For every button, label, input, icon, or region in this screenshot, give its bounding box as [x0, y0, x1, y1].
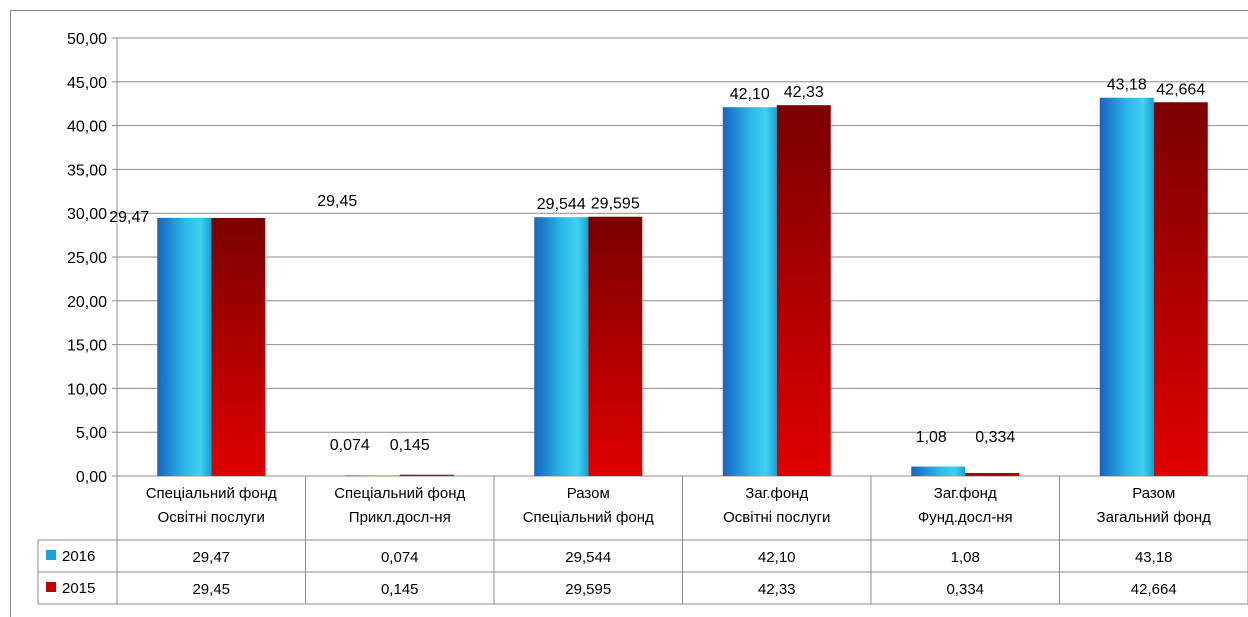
category-label: Заг.фонд: [934, 485, 997, 502]
bar-2015: [399, 474, 454, 476]
table-cell-2016: 43,18: [1135, 549, 1173, 566]
bar-2016: [534, 217, 589, 476]
y-tick-label: 15,00: [67, 338, 107, 355]
y-tick-label: 20,00: [67, 294, 107, 311]
bar-2015: [1153, 102, 1208, 476]
table-cell-2015: 42,33: [758, 581, 796, 598]
bar-2016: [345, 475, 400, 476]
bar-2016: [157, 217, 212, 476]
y-tick-label: 5,00: [76, 425, 107, 442]
category-label: Прикл.досл-ня: [349, 509, 451, 526]
data-label-2015: 42,33: [784, 84, 824, 101]
category-label: Загальний фонд: [1097, 509, 1212, 526]
data-label-2015: 0,334: [975, 429, 1015, 446]
y-tick-label: 30,00: [67, 206, 107, 223]
y-tick-label: 45,00: [67, 75, 107, 92]
category-label: Фунд.досл-ня: [918, 509, 1013, 526]
bar-2015: [965, 473, 1020, 476]
category-label: Спеціальний фонд: [146, 485, 277, 502]
data-label-2016: 0,074: [330, 437, 370, 454]
legend-key-2016: [46, 550, 56, 560]
table-cell-2016: 1,08: [951, 549, 980, 566]
category-label: Спеціальний фонд: [334, 485, 465, 502]
table-cell-2016: 42,10: [758, 549, 796, 566]
y-tick-label: 35,00: [67, 162, 107, 179]
bar-2015: [588, 216, 643, 476]
y-tick-label: 40,00: [67, 119, 107, 136]
table-cell-2016: 29,47: [192, 549, 230, 566]
y-tick-label: 10,00: [67, 381, 107, 398]
data-label-2015: 0,145: [390, 437, 430, 454]
data-label-2016: 1,08: [916, 429, 947, 446]
data-label-2016: 43,18: [1107, 77, 1147, 94]
data-label-2015: 29,45: [317, 193, 357, 210]
bar-2015: [211, 218, 266, 476]
table-cell-2015: 0,334: [946, 581, 984, 598]
legend-label-2015: 2015: [62, 580, 95, 597]
category-label: Заг.фонд: [745, 485, 808, 502]
chart-frame: [10, 10, 1248, 617]
data-label-2015: 29,595: [591, 196, 640, 213]
category-label: Спеціальний фонд: [523, 509, 654, 526]
bar-2015: [776, 105, 831, 476]
data-label-2016: 29,544: [537, 196, 586, 213]
table-cell-2015: 0,145: [381, 581, 419, 598]
data-label-2015: 42,664: [1156, 81, 1205, 98]
y-tick-label: 50,00: [67, 31, 107, 48]
data-label-2016: 42,10: [730, 86, 770, 103]
category-label: Разом: [1132, 485, 1175, 502]
legend-label-2016: 2016: [62, 548, 95, 565]
category-label: Освітні послуги: [158, 509, 265, 526]
data-label-2016: 29,47: [109, 209, 149, 226]
category-label: Разом: [567, 485, 610, 502]
bar-2016: [722, 107, 777, 476]
table-cell-2016: 29,544: [565, 549, 611, 566]
y-tick-label: 25,00: [67, 250, 107, 267]
table-cell-2015: 42,664: [1131, 581, 1177, 598]
bar-2016: [1099, 97, 1154, 477]
category-label: Освітні послуги: [723, 509, 830, 526]
table-cell-2015: 29,45: [192, 581, 230, 598]
bar-2016: [911, 466, 966, 476]
legend-key-2015: [46, 582, 56, 592]
table-cell-2016: 0,074: [381, 549, 419, 566]
table-cell-2015: 29,595: [565, 581, 611, 598]
y-tick-label: 0,00: [76, 469, 107, 486]
